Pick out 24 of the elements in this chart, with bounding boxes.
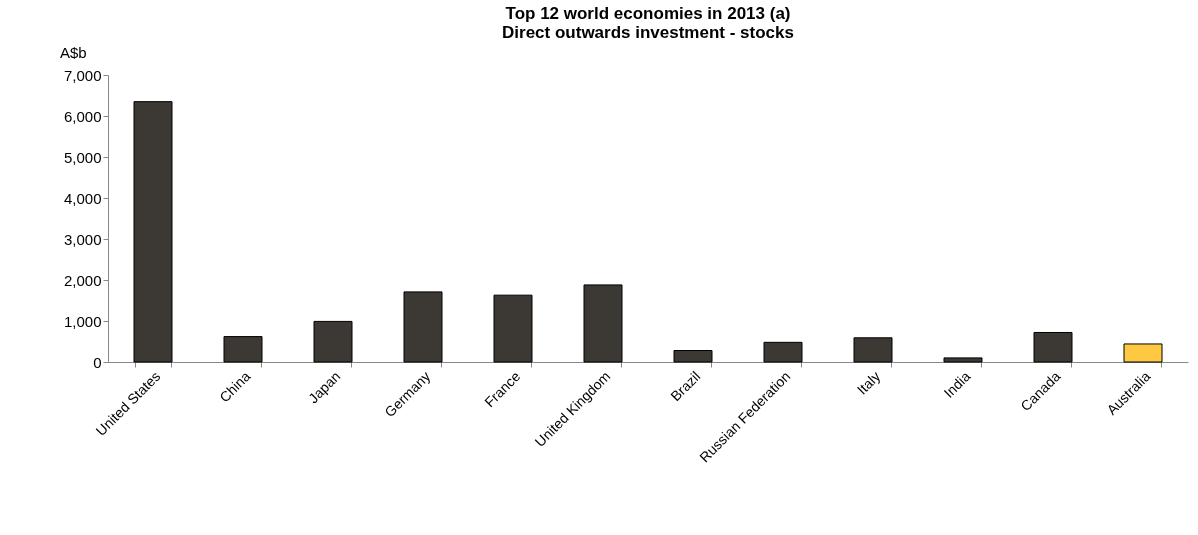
y-tick-label: 6,000 (63, 107, 102, 125)
text: Top 12 world economies in 2013 (a) (505, 4, 791, 23)
bar (583, 284, 623, 363)
bar (493, 294, 533, 363)
bar (313, 320, 353, 363)
y-axis-title: A$b (60, 44, 87, 61)
y-tick-label: 5,000 (63, 148, 102, 166)
bar (133, 101, 173, 363)
text: Direct outwards investment - stocks (502, 23, 794, 42)
bar (1123, 343, 1163, 363)
bar (673, 350, 713, 363)
bar (403, 291, 443, 363)
x-tick-label: Italy (853, 368, 884, 398)
y-tick-label: 4,000 (63, 189, 102, 207)
y-tick-label: 1,000 (63, 312, 102, 330)
y-tick-label: 0 (93, 353, 102, 371)
bar (853, 337, 893, 363)
bar (943, 357, 983, 363)
y-tick-label: 7,000 (63, 66, 102, 84)
y-tick-label: 3,000 (63, 230, 102, 248)
bar (223, 336, 263, 363)
bar (1033, 331, 1073, 363)
y-tick-label: 2,000 (63, 271, 102, 289)
bar (763, 341, 803, 363)
